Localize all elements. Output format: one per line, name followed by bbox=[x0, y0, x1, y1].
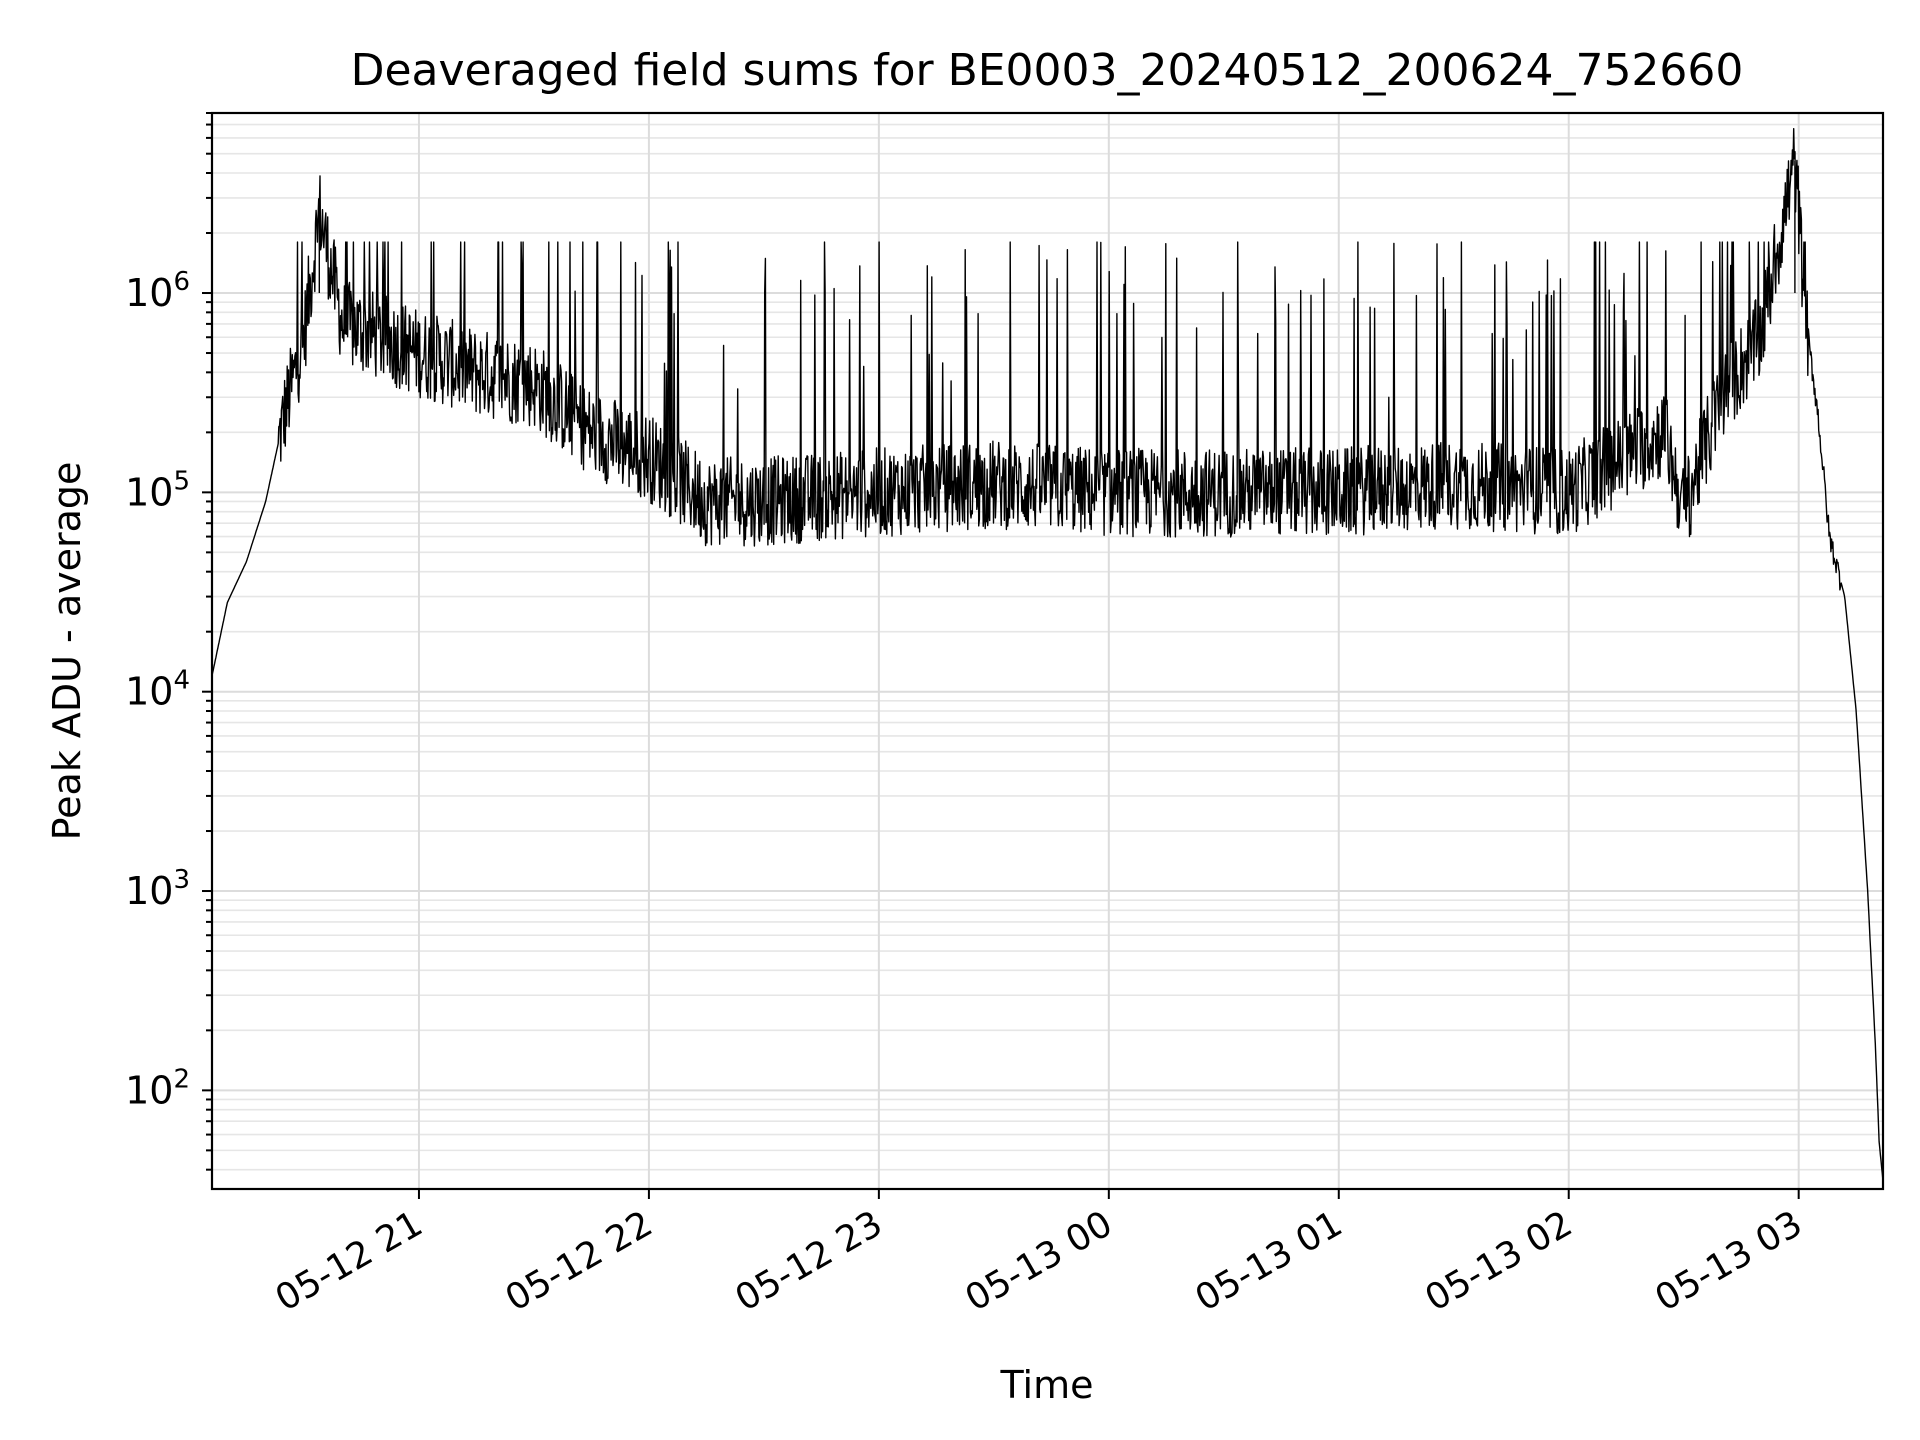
y-tick-label: 104 bbox=[125, 666, 190, 714]
y-tick-label: 106 bbox=[125, 267, 190, 315]
y-tick-base: 10 bbox=[125, 470, 173, 514]
y-tick-exponent: 5 bbox=[173, 466, 190, 496]
y-tick-base: 10 bbox=[125, 1068, 173, 1112]
series-line bbox=[211, 127, 1884, 1182]
plot-frame bbox=[210, 111, 1885, 1191]
y-tick-label: 103 bbox=[125, 865, 190, 913]
x-axis-label: Time bbox=[1000, 1363, 1094, 1407]
y-tick-base: 10 bbox=[125, 670, 173, 714]
series-layer bbox=[211, 127, 1884, 1182]
y-tick-label: 105 bbox=[125, 466, 190, 514]
y-axis-label: Peak ADU - average bbox=[45, 462, 89, 841]
y-tick-base: 10 bbox=[125, 869, 173, 913]
y-tick-exponent: 3 bbox=[173, 865, 190, 895]
grid bbox=[212, 112, 1883, 1189]
y-tick-exponent: 4 bbox=[173, 666, 190, 696]
y-tick-base: 10 bbox=[125, 271, 173, 315]
y-tick-exponent: 6 bbox=[173, 267, 190, 297]
y-tick-label: 102 bbox=[125, 1064, 190, 1112]
y-tick-exponent: 2 bbox=[173, 1064, 190, 1094]
chart-title: Deaveraged field sums for BE0003_2024051… bbox=[351, 45, 1744, 96]
